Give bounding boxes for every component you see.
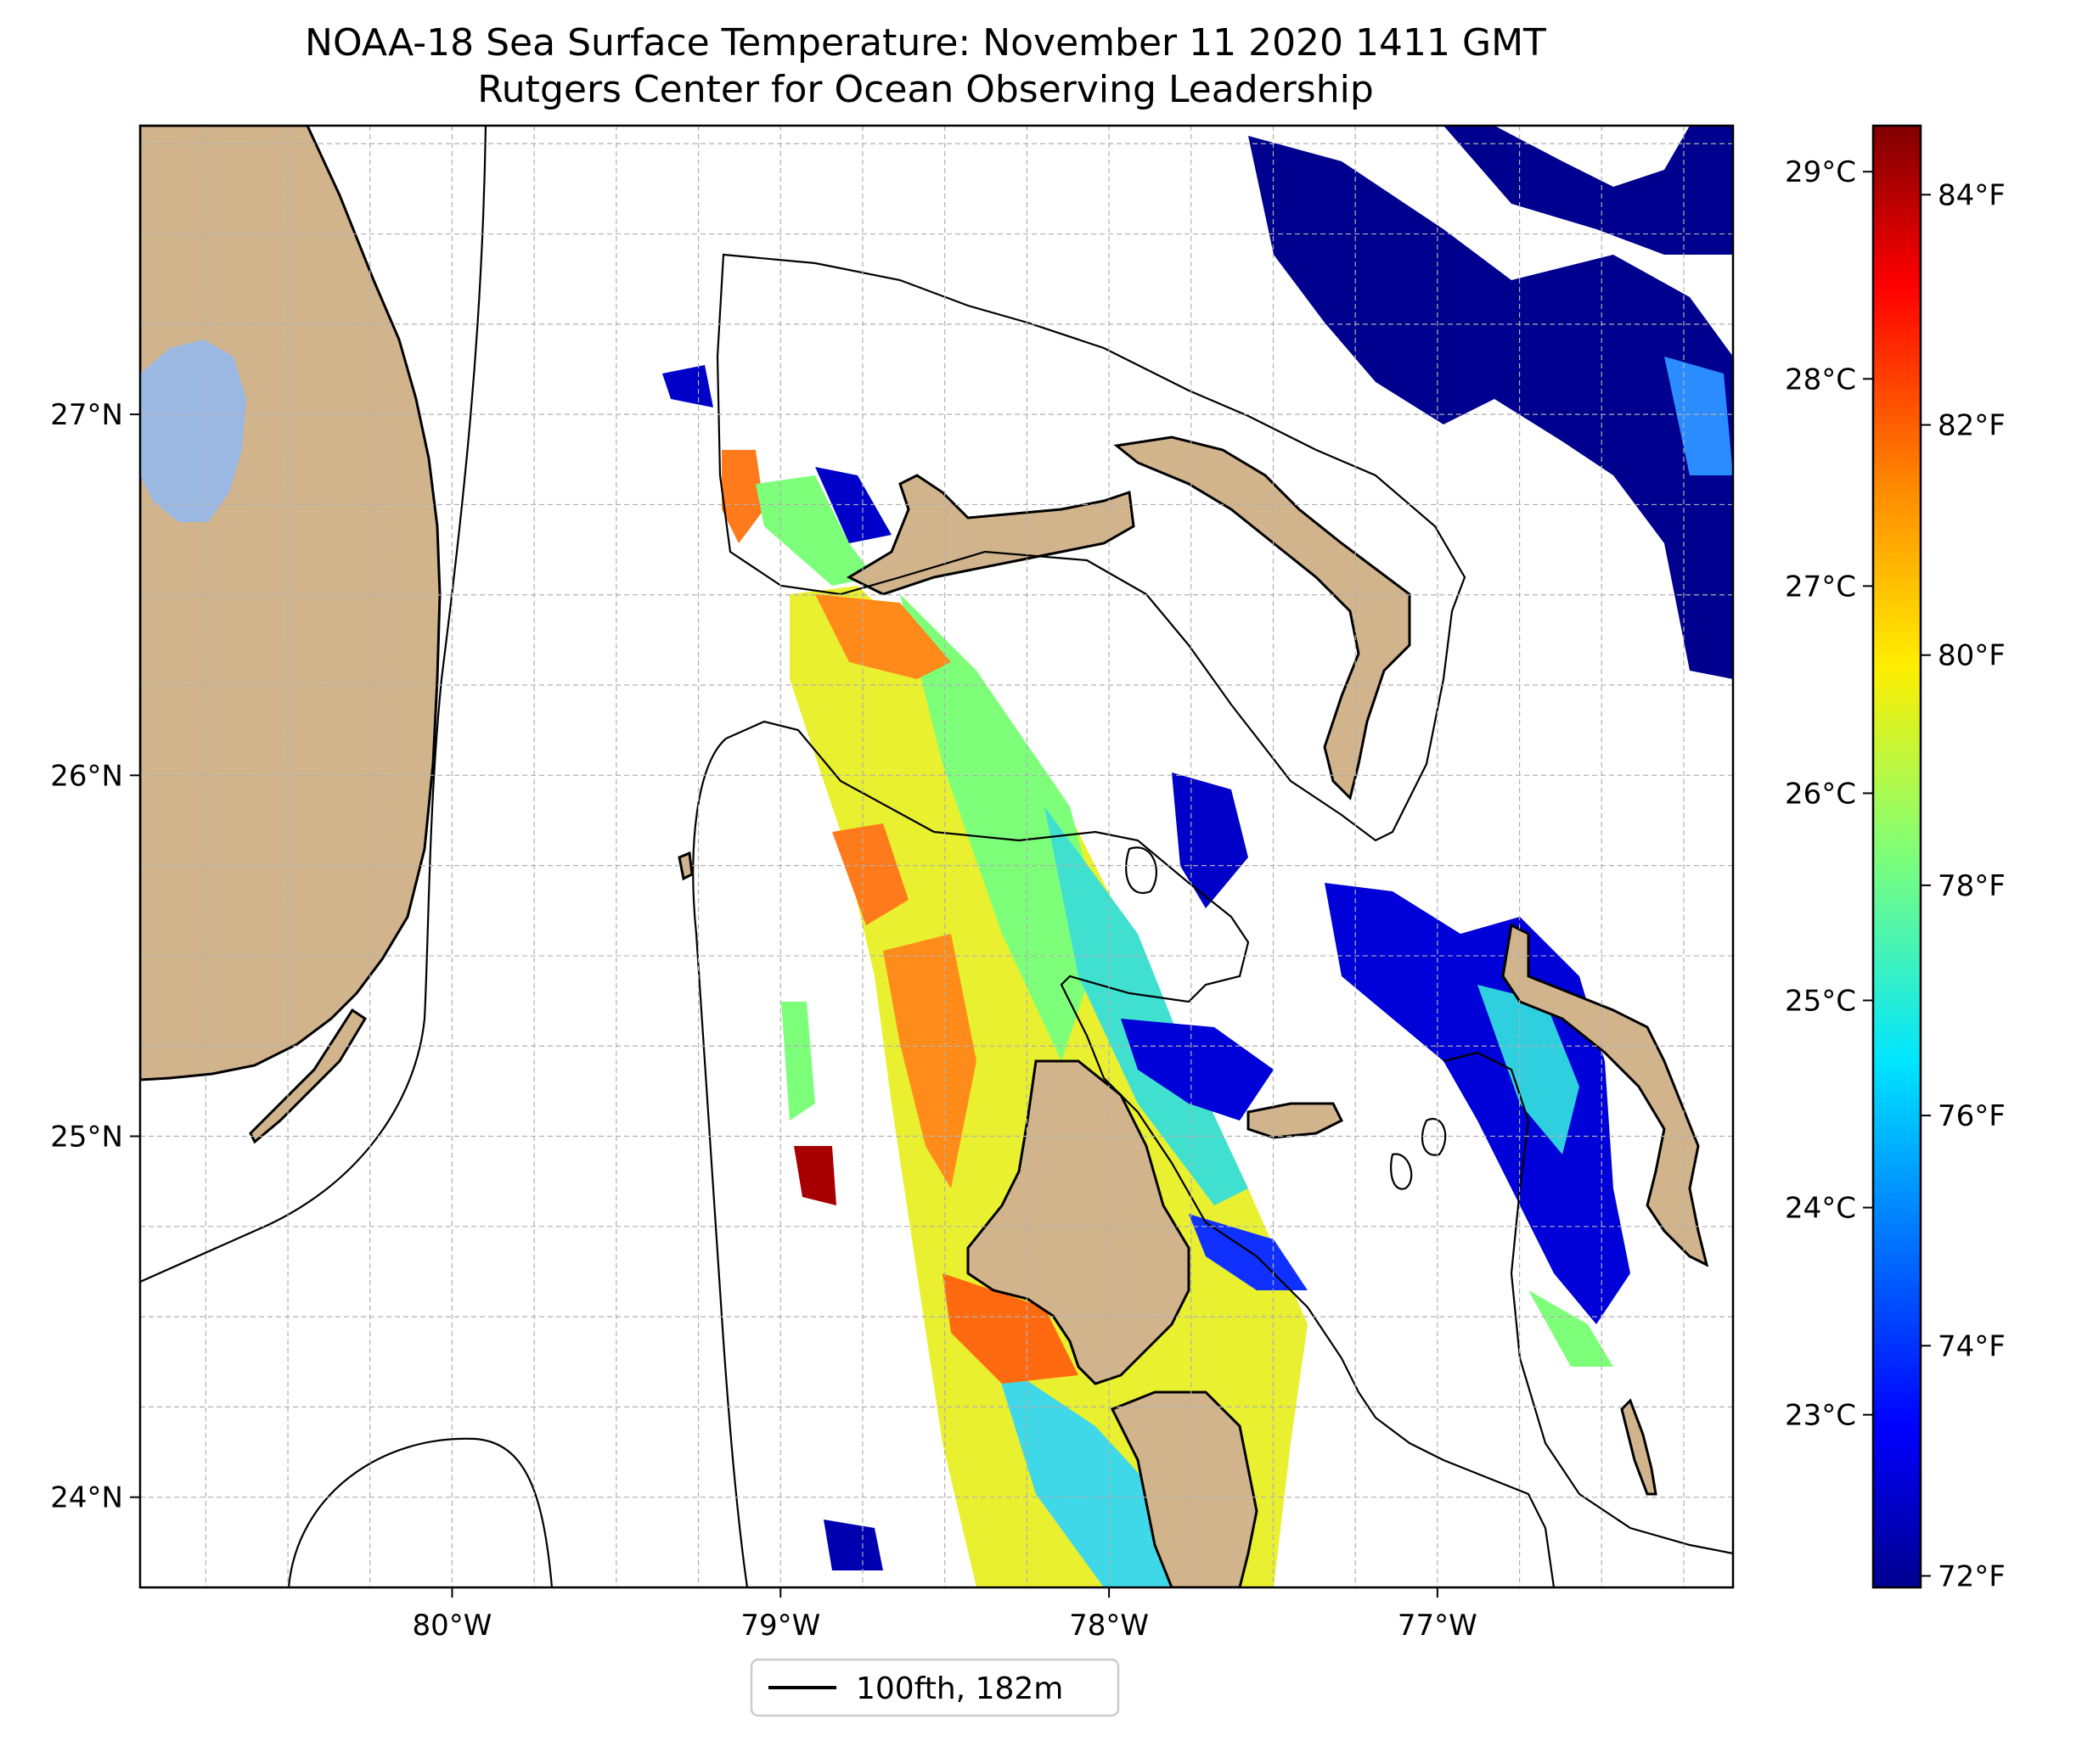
celsius-tick-label: 24°C xyxy=(1785,1192,1856,1226)
map-subtitle: Rutgers Center for Ocean Observing Leade… xyxy=(477,68,1374,111)
x-tick-label: 77°W xyxy=(1398,1609,1477,1643)
sst-cold-ne-cyan xyxy=(1664,357,1733,475)
celsius-tick-label: 26°C xyxy=(1785,777,1856,811)
lake-okeechobee xyxy=(140,340,246,522)
fahrenheit-tick-label: 84°F xyxy=(1938,178,2006,212)
sst-cold-ne xyxy=(1248,136,1733,679)
sst-cold-far-north xyxy=(662,365,713,407)
sst-cold-ne2 xyxy=(1443,126,1733,255)
sst-west-cyan xyxy=(781,1002,815,1121)
celsius-tick-label: 23°C xyxy=(1785,1399,1856,1433)
gridlines xyxy=(140,126,1733,1587)
colorbar-fahrenheit-axis: 84°F 82°F 80°F 78°F 76°F 74°F 72°F xyxy=(1921,178,2006,1593)
sst-band-green xyxy=(900,594,1104,1061)
sst-band-orange-north xyxy=(815,594,951,679)
sst-north-patch-green xyxy=(756,475,875,586)
x-tick-label: 80°W xyxy=(413,1609,492,1643)
sst-cold-mid-cyan xyxy=(1477,985,1579,1154)
andros-south-land xyxy=(1110,1390,1258,1587)
colorbar-celsius-axis: 29°C 28°C 27°C 26°C 25°C 24°C 23°C xyxy=(1785,155,1873,1433)
x-tick-label: 79°W xyxy=(740,1609,820,1643)
isobath-100fth xyxy=(140,126,1733,1587)
fahrenheit-tick-label: 78°F xyxy=(1938,869,2006,903)
colorbar-gradient xyxy=(1871,124,1922,1589)
map-title: NOAA-18 Sea Surface Temperature: Novembe… xyxy=(305,21,1546,65)
legend-box xyxy=(750,1658,1120,1717)
new-providence-land xyxy=(1246,1102,1344,1139)
sst-band-orange-west xyxy=(832,823,909,925)
x-tick-label: 78°W xyxy=(1069,1609,1149,1643)
celsius-tick-label: 29°C xyxy=(1785,155,1856,189)
sst-hotspot xyxy=(794,1146,836,1205)
sst-cold-east xyxy=(1121,1019,1274,1121)
abaco-land xyxy=(1113,435,1411,801)
map-area xyxy=(140,126,1733,1587)
y-axis: 27°N 26°N 25°N 24°N xyxy=(50,398,140,1515)
legend-label: 100fth, 182m xyxy=(856,1671,1063,1706)
colorbar: 29°C 28°C 27°C 26°C 25°C 24°C 23°C 84°F 82°F 80°… xyxy=(1785,124,2006,1593)
fahrenheit-tick-label: 76°F xyxy=(1938,1099,2006,1133)
fahrenheit-tick-label: 82°F xyxy=(1938,409,2006,443)
sst-cold-mid-green xyxy=(1528,1290,1613,1367)
land-layer xyxy=(140,126,1709,1587)
celsius-tick-label: 27°C xyxy=(1785,570,1856,604)
y-tick-label: 26°N xyxy=(50,759,123,793)
exuma-land xyxy=(1620,1398,1657,1496)
x-axis: 80°W 79°W 78°W 77°W xyxy=(413,1587,1477,1643)
sst-cold-south xyxy=(824,1520,883,1570)
y-tick-label: 24°N xyxy=(50,1481,123,1515)
fahrenheit-tick-label: 80°F xyxy=(1938,639,2006,673)
keys-land xyxy=(249,1008,368,1144)
celsius-tick-label: 28°C xyxy=(1785,362,1856,396)
fahrenheit-tick-label: 72°F xyxy=(1938,1559,2006,1593)
legend: 100fth, 182m xyxy=(750,1658,1120,1717)
y-tick-label: 25°N xyxy=(50,1121,123,1154)
celsius-tick-label: 25°C xyxy=(1785,984,1856,1018)
y-tick-label: 27°N xyxy=(50,398,123,432)
eleuthera-land xyxy=(1501,923,1709,1267)
sst-cold-east2 xyxy=(1189,1214,1308,1290)
fahrenheit-tick-label: 74°F xyxy=(1938,1329,2006,1363)
sst-north-patch xyxy=(722,450,764,543)
sst-band-orange-south xyxy=(943,1273,1078,1384)
sst-band-orange xyxy=(883,934,976,1188)
map-frame xyxy=(138,124,1735,1589)
